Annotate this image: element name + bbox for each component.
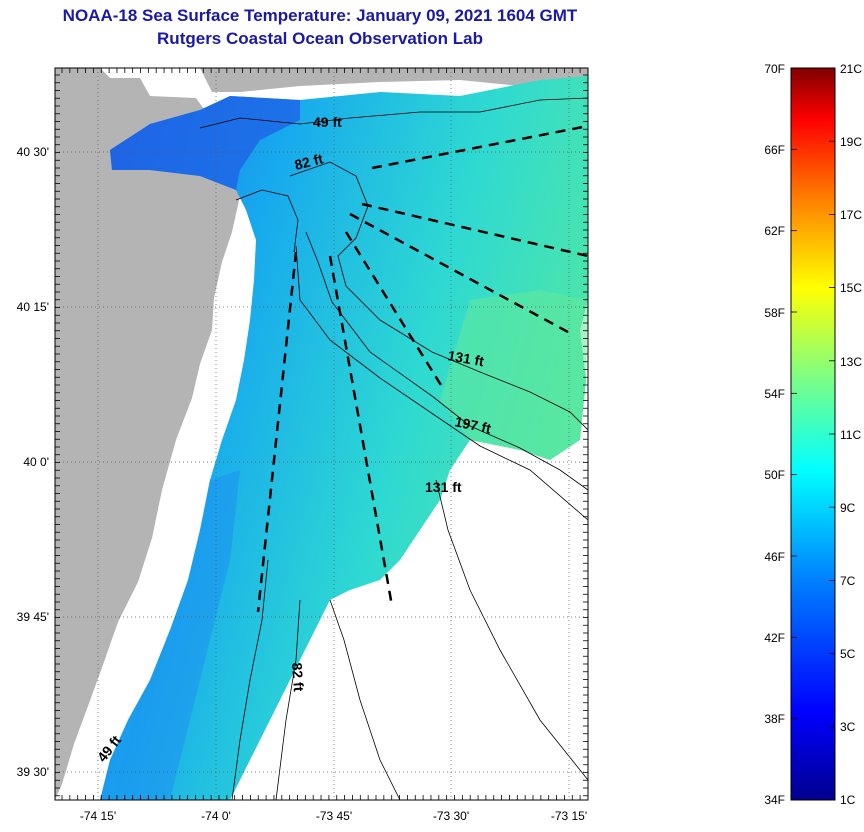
- colorbar-c-label: 9C: [840, 501, 856, 515]
- colorbar-c-label: 1C: [840, 793, 856, 807]
- map-title: NOAA-18 Sea Surface Temperature: January…: [62, 6, 578, 25]
- sst-cooler-southwest: [100, 470, 240, 800]
- survey-lines: [256, 124, 588, 613]
- colorbar-f-label: 58F: [764, 306, 785, 320]
- map-frame: [54, 67, 589, 801]
- colorbar-f-label: 62F: [764, 224, 785, 238]
- lat-label: 39 30': [17, 765, 49, 779]
- sst-data-field: [100, 76, 588, 800]
- colorbar-f-label: 70F: [764, 62, 785, 76]
- colorbar-f-label: 42F: [764, 631, 785, 645]
- colorbar-c-label: 7C: [840, 574, 856, 588]
- colorbar-f-label: 46F: [764, 550, 785, 564]
- colorbar-fahrenheit-labels: 70F 66F 62F 58F 54F 50F 46F 42F 38F 34F: [764, 62, 785, 807]
- colorbar-f-label: 54F: [764, 387, 785, 401]
- lon-label: -73 30': [433, 809, 469, 823]
- lat-label: 40 0': [23, 455, 49, 469]
- temperature-colorbar: [790, 67, 836, 801]
- contour-label-82ft-north: 82 ft: [293, 150, 325, 173]
- lon-label: -73 15': [551, 809, 587, 823]
- colorbar-f-label: 50F: [764, 468, 785, 482]
- colorbar-f-label: 34F: [764, 793, 785, 807]
- bathymetry-contours: [199, 97, 588, 800]
- colorbar-c-label: 19C: [840, 135, 862, 149]
- contour-label-49ft-north: 49 ft: [313, 114, 342, 130]
- colorbar-c-label: 13C: [840, 355, 862, 369]
- contour-label-131ft-south: 131 ft: [425, 479, 462, 495]
- map-frame-ticks: [55, 68, 589, 800]
- contour-label-197ft: 197 ft: [453, 413, 492, 436]
- colorbar-f-label: 38F: [764, 712, 785, 726]
- land-new-jersey: [55, 68, 240, 800]
- colorbar-ticks: [791, 67, 835, 801]
- lat-label: 39 45': [17, 610, 49, 624]
- map-subtitle: Rutgers Coastal Ocean Observation Lab: [157, 29, 483, 48]
- contour-label-131ft-east: 131 ft: [446, 347, 485, 369]
- colorbar-c-label: 17C: [840, 208, 862, 222]
- lat-axis-labels: 40 30' 40 15' 40 0' 39 45' 39 30': [17, 145, 49, 779]
- colorbar-c-label: 3C: [840, 720, 856, 734]
- lon-axis-labels: -74 15' -74 0' -73 45' -73 30' -73 15': [80, 809, 587, 823]
- map-gridlines: [55, 68, 588, 800]
- lon-label: -73 45': [316, 809, 352, 823]
- colorbar-c-label: 5C: [840, 647, 856, 661]
- land-long-island: [200, 68, 588, 92]
- sst-warmer-east: [440, 290, 588, 460]
- colorbar-c-label: 15C: [840, 281, 862, 295]
- colorbar-c-label: 21C: [840, 62, 862, 76]
- colorbar-c-label: 11C: [840, 428, 861, 442]
- colorbar-celsius-labels: 21C 19C 17C 15C 13C 11C 9C 7C 5C 3C 1C: [840, 62, 862, 807]
- map-area: [55, 68, 588, 800]
- lon-label: -74 15': [80, 809, 116, 823]
- lat-label: 40 15': [17, 300, 49, 314]
- lon-label: -74 0': [201, 809, 231, 823]
- contour-label-82ft-south: 82 ft: [289, 662, 307, 692]
- colorbar-f-label: 66F: [764, 143, 785, 157]
- lat-label: 40 30': [17, 145, 49, 159]
